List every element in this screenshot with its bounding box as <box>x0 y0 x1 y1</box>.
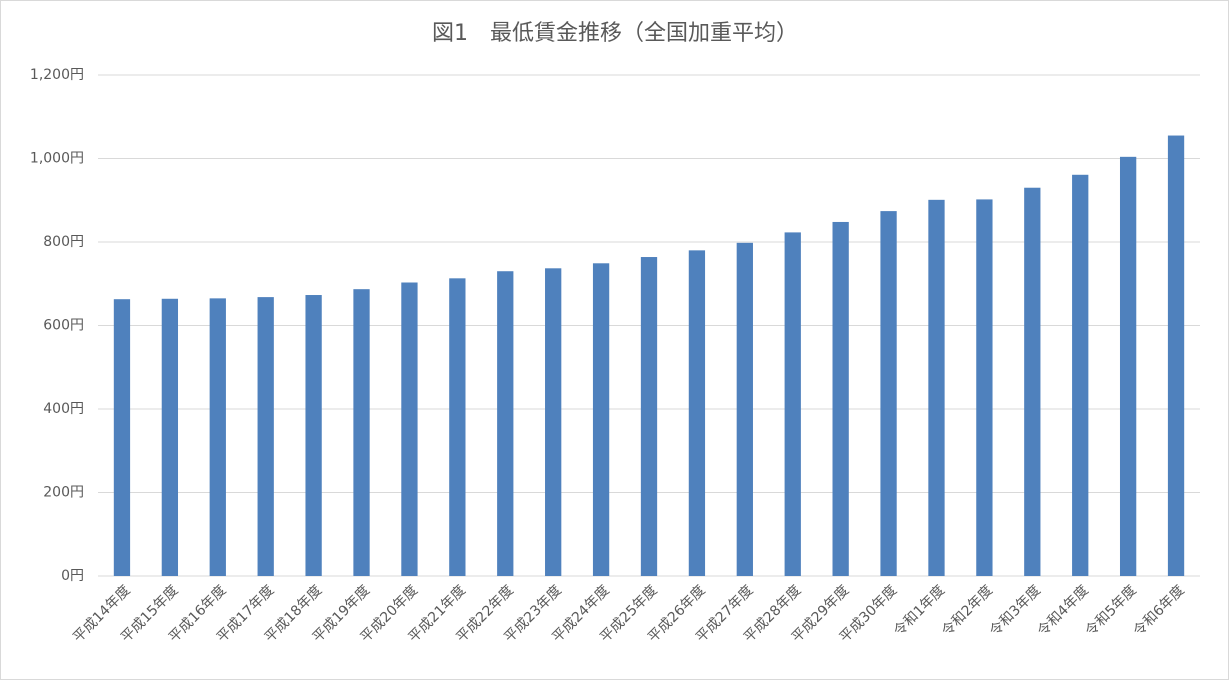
bar <box>592 263 610 576</box>
bar <box>784 232 801 576</box>
bar <box>113 299 131 576</box>
bar <box>161 298 179 576</box>
bar <box>880 211 897 577</box>
y-tick-label: 800円 <box>43 234 84 250</box>
bar <box>1072 174 1089 576</box>
y-tick-label: 400円 <box>43 401 84 417</box>
bar <box>640 257 658 576</box>
bar <box>209 298 226 576</box>
bar <box>449 278 466 576</box>
bar <box>545 268 562 576</box>
bar <box>976 199 993 577</box>
bar <box>497 271 514 576</box>
y-tick-label: 600円 <box>43 318 84 334</box>
bar <box>401 282 418 576</box>
bar <box>1119 156 1137 576</box>
bar <box>928 199 945 576</box>
y-tick-label: 1,200円 <box>30 67 84 83</box>
bar <box>688 250 706 576</box>
y-tick-label: 1,000円 <box>30 151 84 167</box>
y-tick-label: 0円 <box>61 568 84 584</box>
bar <box>832 221 849 576</box>
bar <box>353 289 370 576</box>
bar <box>1024 187 1041 576</box>
bar <box>736 242 753 576</box>
chart-title: 図1 最低賃金推移（全国加重平均） <box>432 21 798 46</box>
bar <box>305 295 322 576</box>
bar <box>257 297 274 576</box>
bar <box>1167 135 1185 576</box>
y-tick-label: 200円 <box>43 485 84 501</box>
